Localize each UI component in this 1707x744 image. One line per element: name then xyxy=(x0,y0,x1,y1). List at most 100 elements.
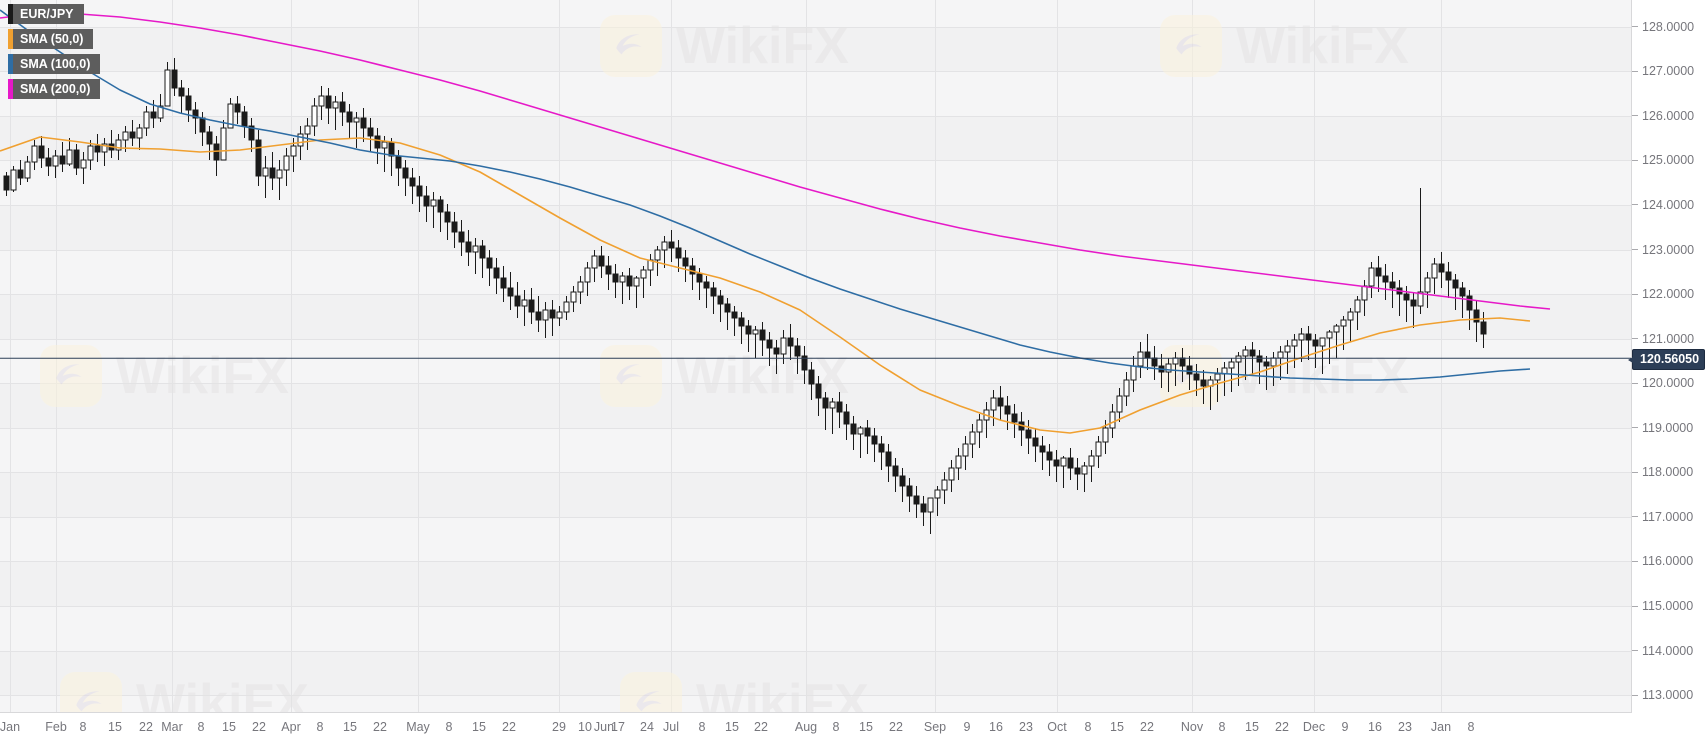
legend-item-sma100[interactable]: SMA (100,0) xyxy=(8,54,101,74)
candle-body xyxy=(346,111,353,123)
time-tick-label: Jul xyxy=(663,720,679,734)
candle-body xyxy=(808,369,815,385)
candle-body xyxy=(1277,351,1284,359)
candle-body xyxy=(1137,351,1144,367)
candle-body xyxy=(248,125,255,141)
candle-body xyxy=(969,431,976,445)
tick-mark xyxy=(1632,249,1638,251)
candle-body xyxy=(1305,333,1312,341)
candle-body xyxy=(766,339,773,349)
candle-body xyxy=(724,303,731,313)
candle-body xyxy=(80,159,87,169)
time-tick-label: 16 xyxy=(1368,720,1382,734)
candle-body xyxy=(416,185,423,197)
price-tick-label: 117.0000 xyxy=(1642,509,1694,524)
candle-body xyxy=(262,167,269,177)
candle-body xyxy=(682,257,689,267)
candle-body xyxy=(388,141,395,157)
candle-body xyxy=(1284,345,1291,353)
time-tick-label: 8 xyxy=(832,720,840,734)
candle-body xyxy=(1074,467,1081,475)
chart-plot-area[interactable]: WikiFX WikiFX WikiFX WikiFX WikiFX xyxy=(0,0,1632,713)
time-tick-label: 16 xyxy=(989,720,1003,734)
gridline-horizontal xyxy=(0,339,1632,340)
price-tick-label: 123.0000 xyxy=(1642,242,1695,257)
time-axis[interactable]: Jan Feb 8 15 22 Mar 8 15 22 Apr 8 15 22 May 8 15 22 29 Jun… xyxy=(0,713,1707,744)
candle-body xyxy=(619,275,626,283)
legend-label: SMA (100,0) xyxy=(13,54,101,74)
legend-item-sma50[interactable]: SMA (50,0) xyxy=(8,29,100,49)
price-tick: 122.0000 xyxy=(1632,287,1694,301)
candle-body xyxy=(1354,299,1361,313)
candle-body xyxy=(45,157,52,167)
candle-body xyxy=(1270,357,1277,367)
gridline-horizontal xyxy=(0,294,1632,295)
candle-body xyxy=(430,199,437,207)
candle-body xyxy=(899,475,906,487)
candle-body xyxy=(1298,333,1305,341)
candle-body xyxy=(59,155,66,165)
candle-body xyxy=(1172,357,1179,365)
candle-body xyxy=(976,419,983,433)
price-tick-label: 126.0000 xyxy=(1642,108,1695,123)
candle-body xyxy=(479,245,486,259)
candle-body xyxy=(1431,263,1438,279)
time-tick-label: Jan xyxy=(1430,720,1452,734)
price-tick-label: 113.0000 xyxy=(1642,688,1694,703)
price-axis[interactable]: 120.56050 128.0000 127.0000 126.0000 125.00… xyxy=(1627,0,1707,713)
candle-body xyxy=(360,117,367,129)
candle-body xyxy=(24,161,31,179)
candle-body xyxy=(1452,279,1459,289)
candle-body xyxy=(101,143,108,153)
candle-body xyxy=(514,295,521,307)
candle-body xyxy=(591,255,598,269)
candle-body xyxy=(1235,355,1242,363)
legend-item-sma200[interactable]: SMA (200,0) xyxy=(8,79,101,99)
candle-body xyxy=(402,167,409,179)
gridline-horizontal xyxy=(0,472,1632,473)
gridline-vertical xyxy=(1057,0,1058,713)
candle-body xyxy=(1200,379,1207,387)
candle-body xyxy=(409,177,416,187)
candle-body xyxy=(1347,311,1354,321)
legend-color-swatch xyxy=(8,54,13,74)
candle-body xyxy=(269,167,276,179)
price-tick-label: 119.0000 xyxy=(1642,420,1694,435)
candle-body xyxy=(913,495,920,505)
time-tick-label: 15 xyxy=(1110,720,1124,734)
candle-body xyxy=(1263,361,1270,367)
candle-body xyxy=(1389,281,1396,289)
time-tick-label: Dec xyxy=(1302,720,1326,734)
candle-body xyxy=(1375,267,1382,277)
candle-body xyxy=(1417,291,1424,307)
price-tick: 115.0000 xyxy=(1632,599,1693,613)
candle-body xyxy=(1340,319,1347,327)
time-tick-label: 8 xyxy=(79,720,87,734)
gridline-horizontal xyxy=(0,561,1632,562)
price-tick: 121.0000 xyxy=(1632,332,1694,346)
candle-body xyxy=(297,133,304,147)
background-band xyxy=(0,472,1632,517)
legend-item-symbol[interactable]: EUR/JPY xyxy=(8,4,100,24)
candle-body xyxy=(1326,331,1333,339)
tick-mark xyxy=(1632,382,1638,384)
candle-body xyxy=(395,155,402,169)
candle-body xyxy=(1333,325,1340,333)
sma-line-1000 xyxy=(0,9,1531,381)
candle-body xyxy=(731,311,738,319)
candle-body xyxy=(283,155,290,171)
gridline-horizontal xyxy=(0,428,1632,429)
candle-body xyxy=(1466,295,1473,311)
time-tick-label: 15 xyxy=(222,720,236,734)
time-tick-label: 15 xyxy=(1245,720,1259,734)
candle-body xyxy=(437,199,444,213)
candle-body xyxy=(1249,349,1256,357)
candle-body xyxy=(535,311,542,321)
gridline-horizontal xyxy=(0,27,1632,28)
candle-body xyxy=(857,427,864,435)
background-band xyxy=(0,204,1632,250)
candle-body xyxy=(997,397,1004,407)
candle-body xyxy=(794,345,801,357)
gridline-horizontal xyxy=(0,651,1632,652)
candle-body xyxy=(1144,351,1151,359)
